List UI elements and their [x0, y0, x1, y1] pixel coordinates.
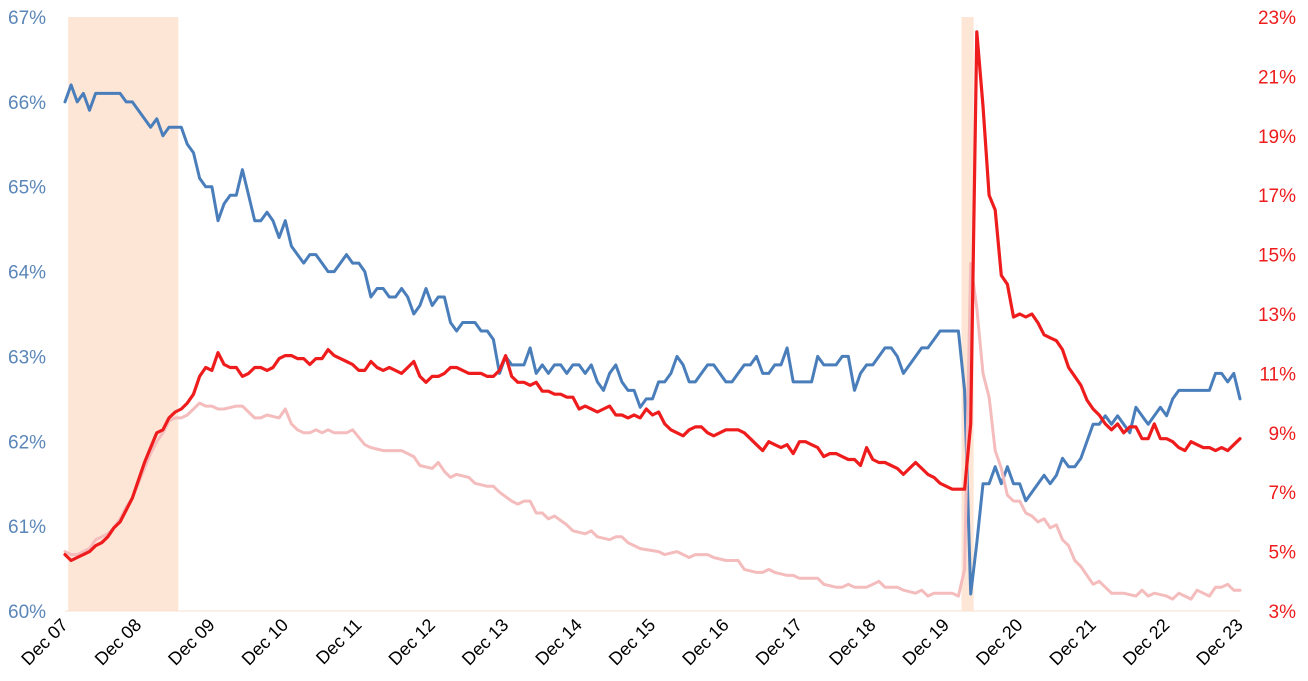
- right-tick-label: 5%: [1269, 543, 1297, 564]
- x-tick-label: Dec 10: [238, 615, 292, 669]
- left-tick-label: 65%: [8, 178, 46, 199]
- left-tick-label: 66%: [8, 93, 46, 114]
- series-line-0: [63, 83, 1242, 596]
- recession-band-0: [68, 17, 179, 611]
- recession-shading: [68, 17, 974, 611]
- x-tick-label: Dec 17: [752, 615, 806, 669]
- right-axis-ticks: 3% 5% 7% 9% 11% 13% 15% 17% 19% 21% 23%: [1258, 8, 1296, 623]
- x-tick-label: Dec 18: [825, 615, 879, 669]
- right-tick-label: 15%: [1258, 246, 1296, 267]
- left-tick-label: 60%: [8, 602, 46, 623]
- x-tick-label: Dec 16: [678, 615, 732, 669]
- left-tick-label: 67%: [8, 8, 46, 29]
- x-tick-label: Dec 09: [164, 615, 218, 669]
- x-tick-label: Dec 20: [972, 615, 1026, 669]
- left-tick-label: 63%: [8, 347, 46, 368]
- left-tick-label: 62%: [8, 432, 46, 453]
- recession-band-1: [961, 17, 974, 611]
- left-tick-label: 64%: [8, 263, 46, 284]
- x-tick-label: Dec 23: [1192, 615, 1246, 669]
- x-tick-label: Dec 13: [458, 615, 512, 669]
- right-tick-label: 7%: [1269, 483, 1297, 504]
- right-tick-label: 19%: [1258, 127, 1296, 148]
- x-tick-label: Dec 12: [385, 615, 439, 669]
- x-tick-label: Dec 22: [1119, 615, 1173, 669]
- right-tick-label: 23%: [1258, 8, 1296, 29]
- left-axis-ticks: 60% 61% 62% 63% 64% 65% 66% 67%: [8, 8, 46, 623]
- right-tick-label: 3%: [1269, 602, 1297, 623]
- left-tick-label: 61%: [8, 517, 46, 538]
- right-tick-label: 9%: [1269, 424, 1297, 445]
- right-tick-label: 13%: [1258, 305, 1296, 326]
- x-tick-label: Dec 21: [1045, 615, 1099, 669]
- x-axis-ticks: Dec 07 Dec 08 Dec 09 Dec 10 Dec 11 Dec 12 Dec …: [17, 615, 1246, 669]
- x-tick-label: Dec 08: [91, 615, 145, 669]
- right-tick-label: 21%: [1258, 67, 1296, 88]
- series-line-2: [63, 30, 1242, 563]
- x-tick-label: Dec 15: [605, 615, 659, 669]
- right-tick-label: 11%: [1259, 364, 1296, 385]
- x-tick-label: Dec 11: [312, 615, 366, 669]
- x-tick-label: Dec 19: [899, 615, 953, 669]
- x-tick-label: Dec 14: [531, 615, 585, 669]
- series-layer: [63, 30, 1242, 601]
- right-tick-label: 17%: [1258, 186, 1296, 207]
- series-line-1: [63, 262, 1242, 601]
